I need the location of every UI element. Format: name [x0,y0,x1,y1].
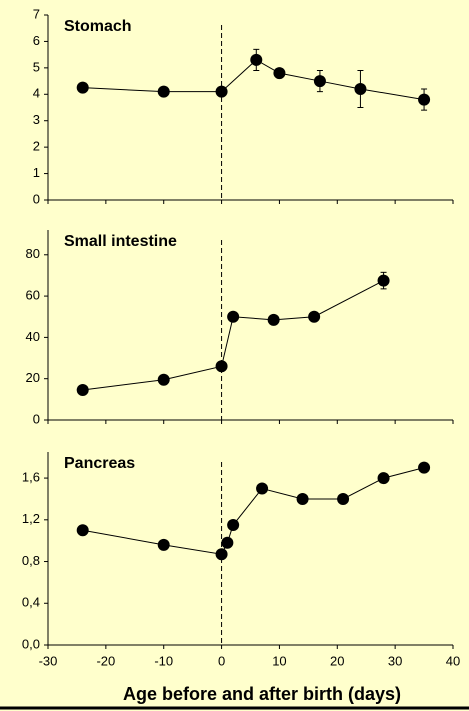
point [313,75,326,88]
point [377,472,390,485]
panel-title: Small intestine [64,233,177,250]
y-tick-label: 80 [26,246,40,261]
y-tick-label: 40 [26,329,40,344]
panel-title: Pancreas [64,455,135,472]
panel-title: Stomach [64,18,132,35]
y-tick-label: 1 [33,165,40,180]
point [267,313,280,326]
y-tick-label: 0,4 [22,595,40,610]
y-tick-label: 1,6 [22,470,40,485]
point [296,492,309,505]
x-tick-label: 10 [272,653,286,668]
x-tick-label: -20 [96,653,115,668]
point [76,384,89,397]
x-tick-label: -30 [39,653,58,668]
x-tick-label: 30 [388,653,402,668]
y-tick-label: 5 [33,59,40,74]
x-tick-label: 40 [446,653,460,668]
point [76,524,89,537]
point [377,274,390,287]
point [418,93,431,106]
point [256,482,269,495]
point [250,53,263,66]
y-tick-label: 7 [33,6,40,21]
y-tick-label: 0,8 [22,553,40,568]
point [227,519,240,532]
y-tick-label: 2 [33,139,40,154]
point [215,360,228,373]
point [157,85,170,98]
point [227,310,240,323]
series-line [82,59,425,101]
y-tick-label: 0,0 [22,636,40,651]
point [273,67,286,80]
point [157,538,170,551]
point [221,536,234,549]
point [215,85,228,98]
y-tick-label: 6 [33,33,40,48]
point [418,461,431,474]
x-tick-label: 0 [218,653,225,668]
y-tick-label: 60 [26,288,40,303]
x-tick-label: -10 [154,653,173,668]
y-tick-label: 3 [33,112,40,127]
point [157,373,170,386]
y-tick-label: 4 [33,86,40,101]
y-tick-label: 0 [33,191,40,206]
point [337,492,350,505]
series-line [82,467,425,555]
point [354,83,367,95]
y-tick-label: 0 [33,411,40,426]
point [308,310,321,323]
point [76,81,89,94]
y-tick-label: 20 [26,370,40,385]
y-tick-label: 1,2 [22,511,40,526]
point [215,548,228,561]
x-axis-label: Age before and after birth (days) [123,684,401,704]
x-tick-label: 20 [330,653,344,668]
